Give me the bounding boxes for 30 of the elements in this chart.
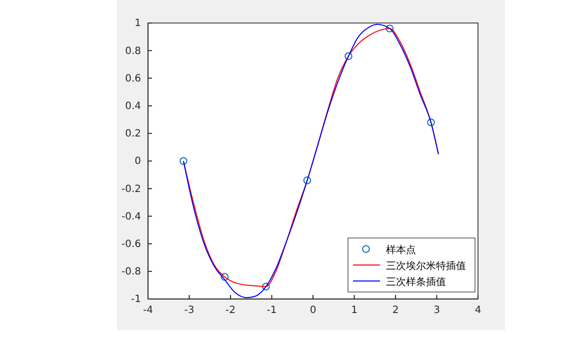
- x-tick-label: 1: [351, 305, 358, 316]
- point: [386, 24, 394, 32]
- y-tick-label: 0.4: [125, 101, 141, 112]
- y-tick-label: -0.8: [121, 266, 141, 278]
- x-tick-label: 2: [392, 305, 399, 316]
- x-tick-label: 0: [310, 305, 316, 316]
- point: [262, 282, 270, 290]
- point: [180, 157, 188, 165]
- legend-label: 三次样条插值: [386, 276, 446, 288]
- x-tick-label: 4: [474, 305, 482, 316]
- x-tick-label: -1: [266, 305, 277, 316]
- y-tick-label: 0.2: [125, 128, 141, 140]
- y-tick-label: -0.6: [121, 239, 141, 250]
- x-tick-label: -4: [143, 305, 153, 316]
- y-tick-label: 0: [134, 156, 141, 168]
- point: [344, 52, 352, 60]
- legend-label: 三次埃尔米特插值: [386, 260, 466, 272]
- y-tick-label: 0.6: [125, 73, 141, 84]
- x-tick-label: 3: [434, 305, 440, 316]
- y-tick-label: 1: [134, 18, 141, 30]
- point: [427, 118, 435, 126]
- x-tick-label: -3: [184, 305, 194, 316]
- point: [220, 273, 229, 281]
- x-tick-label: -2: [226, 305, 236, 316]
- y-tick-label: 0.8: [125, 46, 141, 57]
- y-tick-label: -0.4: [121, 211, 141, 222]
- legend-label: 样本点: [386, 244, 416, 256]
- point: [303, 176, 312, 184]
- y-tick-label: -1: [131, 294, 141, 306]
- y-tick-label: -0.2: [121, 184, 141, 195]
